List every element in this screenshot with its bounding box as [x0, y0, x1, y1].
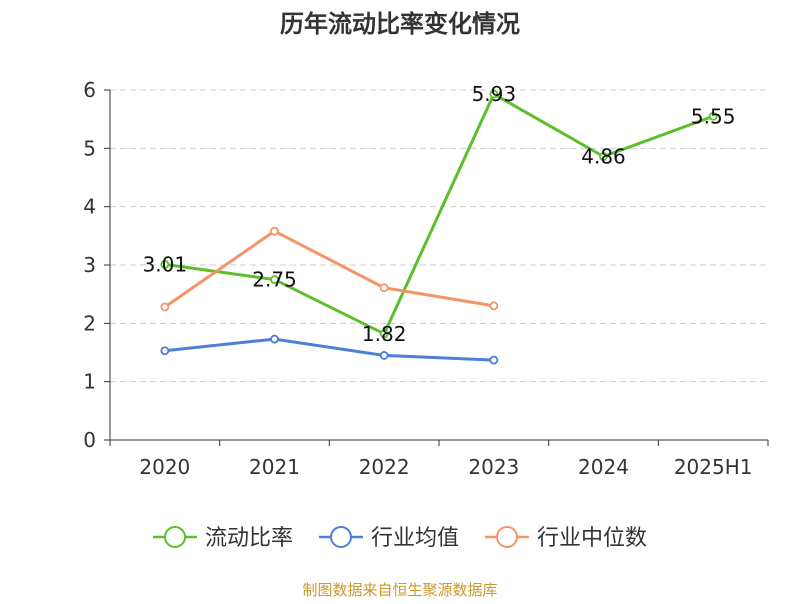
- x-tick-label: 2020: [139, 455, 190, 479]
- legend-label: 行业均值: [371, 526, 459, 551]
- data-label-layer: 3.01 2.75 1.82 5.93 4.86 5.55: [143, 82, 736, 346]
- y-tick-label: 2: [83, 311, 96, 335]
- data-label: 5.93: [472, 82, 517, 106]
- y-tick-label: 0: [83, 428, 96, 452]
- data-point: [489, 301, 499, 311]
- legend-marker-icon: [330, 526, 352, 548]
- legend-item: 行业均值: [319, 526, 459, 551]
- x-tick-label: 2024: [578, 455, 629, 479]
- data-point: [160, 346, 170, 356]
- legend-item: 流动比率: [153, 526, 293, 551]
- legend-item: 行业中位数: [485, 526, 647, 551]
- data-point: [160, 260, 170, 269]
- y-tick-label: 5: [83, 136, 96, 160]
- data-label: 5.55: [691, 104, 736, 128]
- series-line-0: [164, 92, 714, 336]
- legend-label: 流动比率: [205, 526, 293, 551]
- data-point: [599, 152, 608, 161]
- source-note: 制图数据来自恒生聚源数据库: [302, 581, 497, 599]
- series-line-1: [164, 337, 494, 362]
- y-tick-label: 6: [83, 78, 96, 102]
- data-point: [379, 329, 389, 339]
- data-point: [160, 302, 170, 312]
- y-tick-label: 1: [83, 370, 96, 394]
- x-tick-label: 2025H1: [674, 455, 753, 479]
- data-point: [270, 275, 279, 284]
- series-line-2: [163, 229, 495, 309]
- data-label: 2.75: [252, 268, 297, 292]
- data-label: 3.01: [143, 252, 188, 276]
- legend-marker-icon: [164, 526, 186, 548]
- legend: 流动比率 行业均值 行业中位数: [153, 526, 647, 551]
- data-point: [379, 283, 389, 293]
- x-tick-label: 2021: [249, 455, 300, 479]
- x-tick-label: 2023: [468, 455, 519, 479]
- data-point: [489, 355, 499, 365]
- series-layer: [160, 89, 718, 365]
- x-tick-label: 2022: [359, 455, 410, 479]
- y-tick-label: 3: [83, 253, 96, 277]
- data-point: [270, 334, 279, 344]
- legend-label: 行业中位数: [537, 526, 647, 551]
- data-label: 1.82: [362, 322, 407, 346]
- chart-title: 历年流动比率变化情况: [280, 10, 520, 38]
- data-label: 4.86: [581, 145, 626, 169]
- data-point: [379, 351, 389, 360]
- y-tick-label: 4: [83, 195, 96, 219]
- data-point: [489, 89, 499, 99]
- data-point: [708, 111, 718, 121]
- data-point: [270, 226, 279, 236]
- axis-layer: 0 1 2 3 4 5 6 2020 2021 2022 2023 2024 2025H1: [83, 78, 769, 479]
- legend-marker-icon: [496, 526, 518, 548]
